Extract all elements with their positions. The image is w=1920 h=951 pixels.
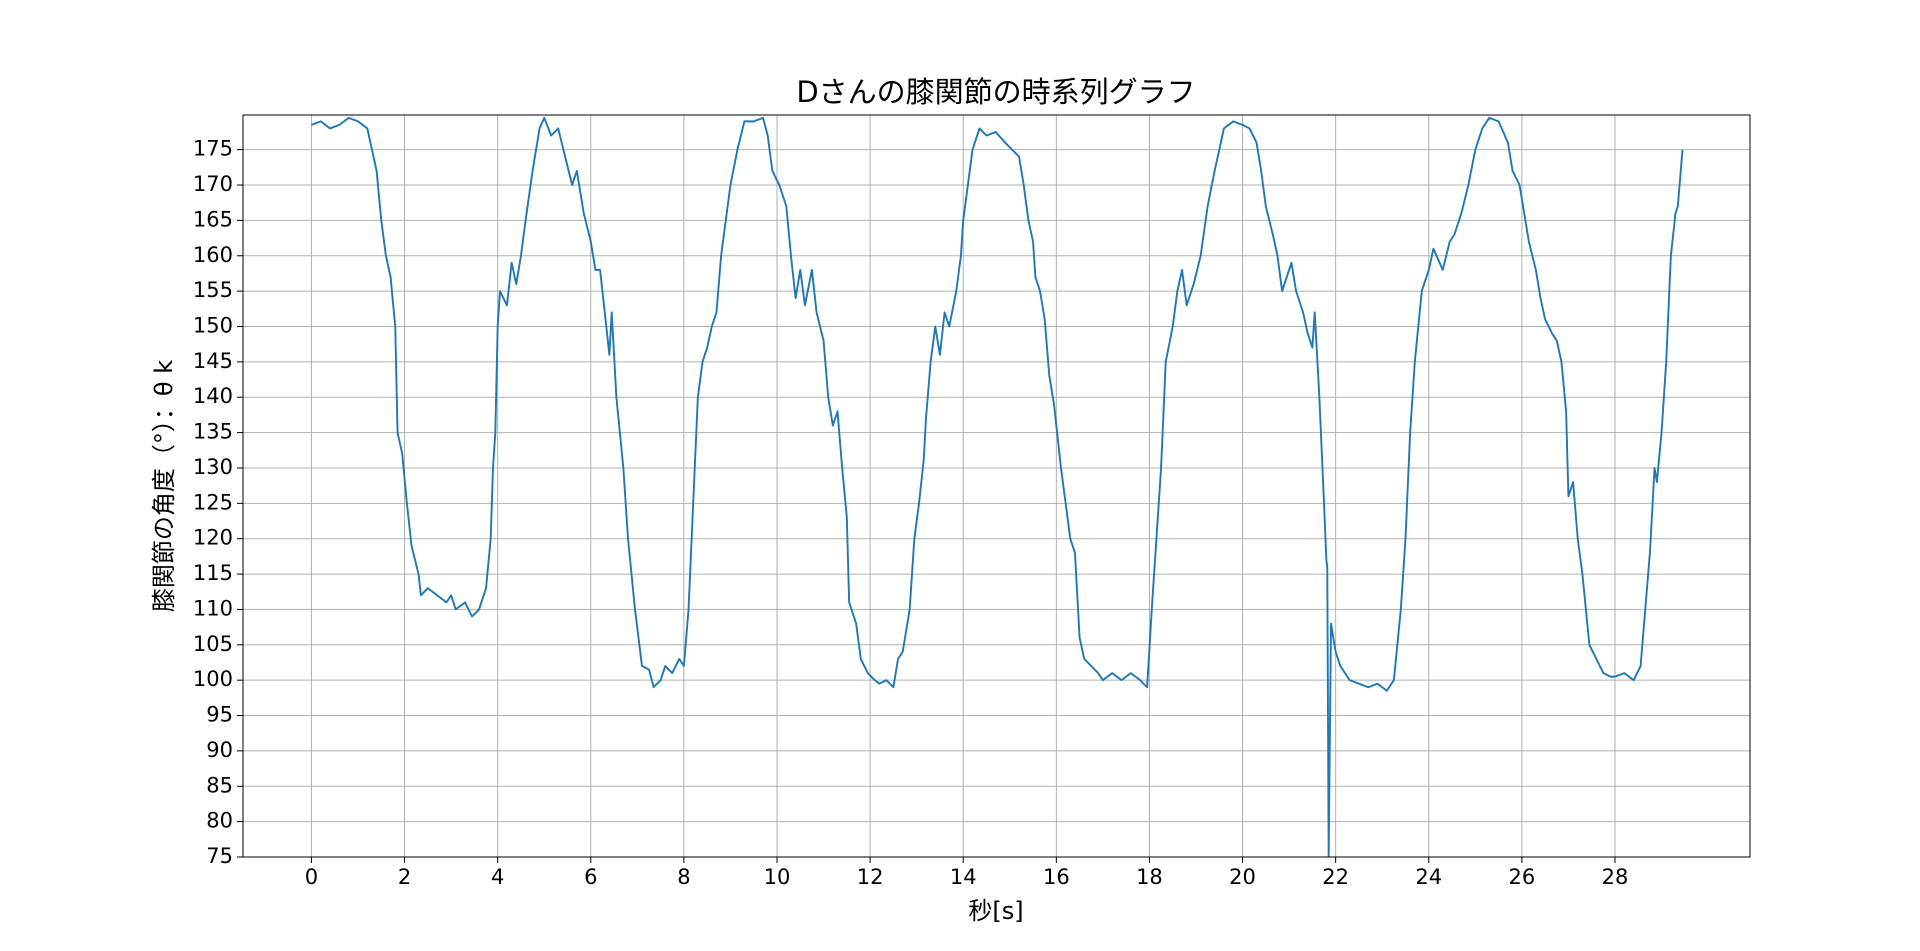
y-tick-label: 175 bbox=[193, 137, 233, 161]
x-tick-label: 2 bbox=[398, 865, 411, 889]
y-tick-label: 90 bbox=[206, 738, 233, 762]
x-tick-label: 14 bbox=[950, 865, 977, 889]
x-tick-label: 24 bbox=[1415, 865, 1442, 889]
x-tick-label: 20 bbox=[1229, 865, 1256, 889]
y-tick-label: 125 bbox=[193, 490, 233, 514]
y-tick-label: 155 bbox=[193, 278, 233, 302]
y-tick-label: 75 bbox=[206, 844, 233, 868]
y-tick-label: 110 bbox=[193, 596, 233, 620]
y-tick-label: 130 bbox=[193, 455, 233, 479]
y-tick-label: 135 bbox=[193, 420, 233, 444]
plot-frame bbox=[242, 114, 1751, 858]
y-tick-label: 150 bbox=[193, 313, 233, 337]
y-tick-label: 105 bbox=[193, 632, 233, 656]
y-tick-label: 100 bbox=[193, 667, 233, 691]
y-tick-label: 170 bbox=[193, 172, 233, 196]
x-tick-label: 22 bbox=[1322, 865, 1349, 889]
data-line bbox=[311, 116, 1684, 857]
y-tick-label: 80 bbox=[206, 809, 233, 833]
x-tick-label: 26 bbox=[1509, 865, 1536, 889]
x-tick-label: 8 bbox=[677, 865, 690, 889]
y-tick-label: 85 bbox=[206, 773, 233, 797]
y-tick-label: 95 bbox=[206, 703, 233, 727]
x-tick-label: 0 bbox=[305, 865, 318, 889]
chart-title: Dさんの膝関節の時系列グラフ bbox=[796, 75, 1195, 109]
y-axis-label: 膝関節の角度（°）：θ k bbox=[150, 360, 178, 612]
x-axis-label: 秒[s] bbox=[968, 897, 1023, 925]
x-tick-label: 10 bbox=[764, 865, 791, 889]
y-tick-label: 145 bbox=[193, 349, 233, 373]
x-tick-label: 4 bbox=[491, 865, 504, 889]
x-tick-label: 18 bbox=[1136, 865, 1163, 889]
x-tick-label: 12 bbox=[857, 865, 884, 889]
y-tick-label: 160 bbox=[193, 243, 233, 267]
x-tick-label: 28 bbox=[1602, 865, 1629, 889]
y-tick-label: 165 bbox=[193, 207, 233, 231]
y-tick-label: 140 bbox=[193, 384, 233, 408]
x-tick-label: 16 bbox=[1043, 865, 1070, 889]
y-tick-label: 120 bbox=[193, 526, 233, 550]
x-tick-label: 6 bbox=[584, 865, 597, 889]
y-tick-label: 115 bbox=[193, 561, 233, 585]
